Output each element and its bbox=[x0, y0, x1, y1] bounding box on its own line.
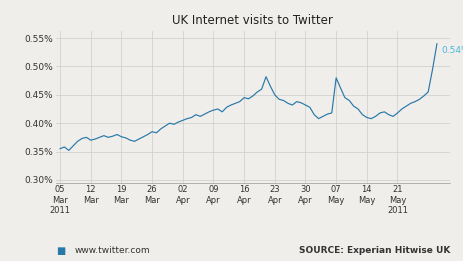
Text: ■: ■ bbox=[56, 246, 65, 256]
Text: 0.54%: 0.54% bbox=[440, 46, 463, 55]
Text: SOURCE: Experian Hitwise UK: SOURCE: Experian Hitwise UK bbox=[298, 246, 449, 255]
Text: www.twitter.com: www.twitter.com bbox=[74, 246, 150, 255]
Title: UK Internet visits to Twitter: UK Internet visits to Twitter bbox=[172, 14, 332, 27]
